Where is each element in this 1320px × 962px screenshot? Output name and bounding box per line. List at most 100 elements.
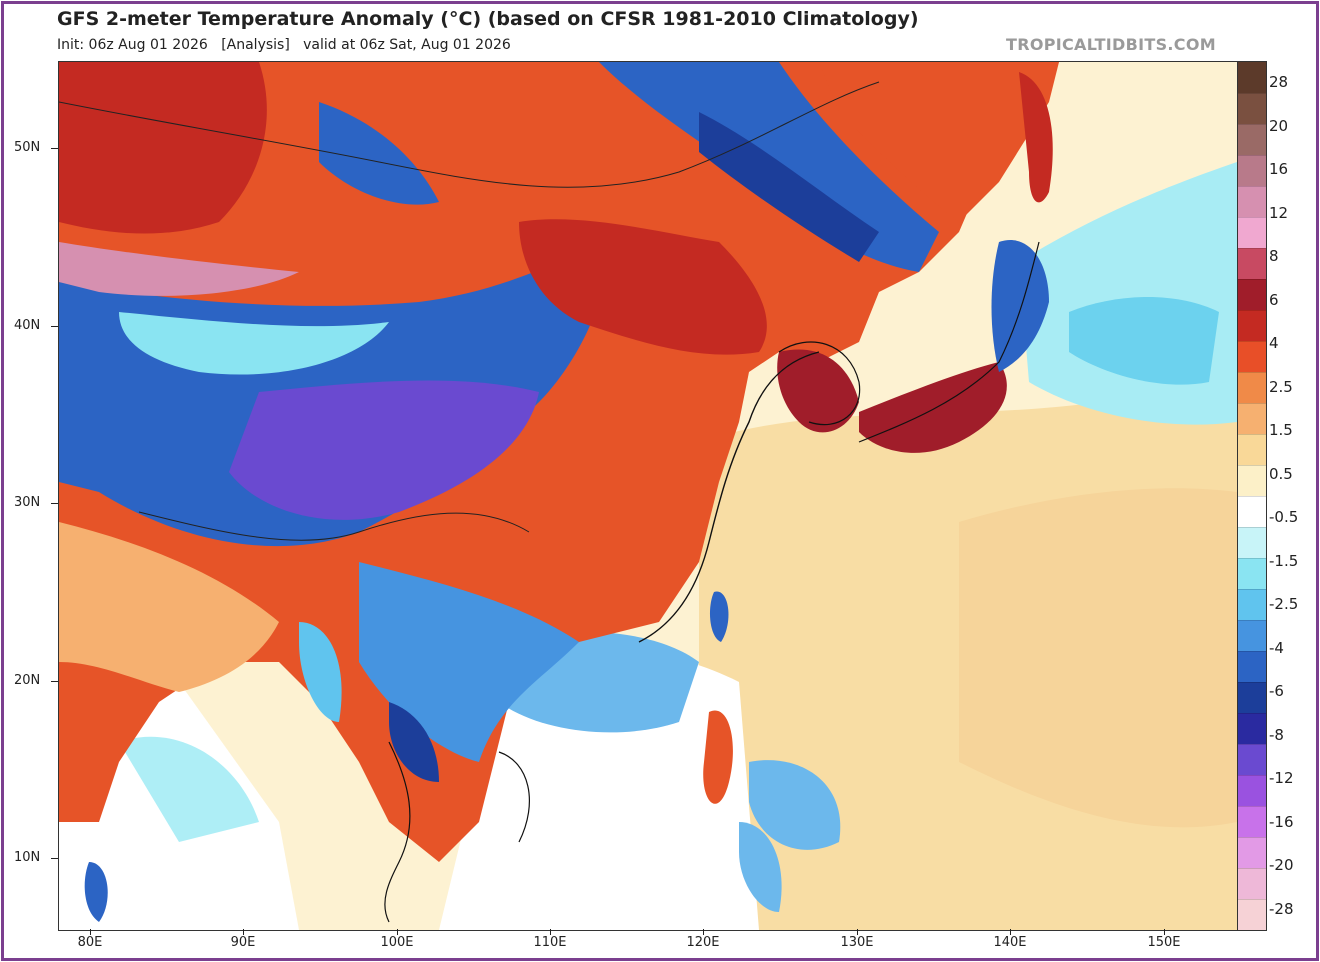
lat-tick-40n [51,326,58,327]
lat-label-30n: 30N [14,495,41,510]
bay-of-bengal-cool [119,736,259,842]
luzon-warm-anomaly [703,710,733,804]
brand-watermark: TROPICALTIDBITS.COM [1006,35,1216,54]
colorbar-swatch [1238,341,1266,372]
colorbar-label: -1.5 [1269,551,1299,570]
ocean-warm-patch [959,488,1237,828]
lon-label-120e: 120E [686,935,720,950]
lat-label-20n: 20N [14,673,41,688]
colorbar-swatch [1238,558,1266,589]
north-china-warm-anomaly [519,219,767,355]
colorbar-swatch [1238,186,1266,217]
colorbar-swatch [1238,806,1266,837]
colorbar-label: 4 [1269,334,1279,352]
mongolia-cold-patch [319,102,439,205]
colorbar-swatch [1238,899,1266,930]
colorbar-swatch [1238,651,1266,682]
lat-label-50n: 50N [14,140,41,155]
colorbar-label: 12 [1269,203,1289,222]
temperature-anomaly-map [58,61,1238,931]
colorbar-label: -28 [1269,899,1294,918]
map-canvas [59,62,1237,930]
colorbar-label: -12 [1269,769,1294,787]
colorbar-label: 0.5 [1269,464,1293,483]
mindanao-cool-anomaly [739,822,782,912]
colorbar-swatch [1238,589,1266,620]
colorbar-swatch [1238,124,1266,155]
lon-label-90e: 90E [230,935,256,950]
indochina-cool-anomaly [359,562,579,762]
korea-warm-anomaly [777,349,859,433]
colorbar-swatch [1238,279,1266,310]
colorbar-label: -2.5 [1269,595,1299,613]
map-subtitle: Init: 06z Aug 01 2026 [Analysis] valid a… [57,37,511,53]
map-title: GFS 2-meter Temperature Anomaly (°C) (ba… [57,8,919,30]
far-east-warm-anomaly [819,62,1059,222]
korea-coastline [778,341,861,426]
lon-tick-150e [1164,929,1165,935]
colorbar-swatch [1238,403,1266,434]
colorbar-label: 28 [1269,73,1289,91]
lon-tick-120e [703,929,704,935]
india-warm-anomaly [59,522,279,692]
colorbar-swatch [1238,868,1266,899]
himalaya-border-line [138,511,530,541]
colorbar-swatch [1238,496,1266,527]
colorbar-swatch [1238,155,1266,186]
colorbar-swatch [1238,248,1266,279]
colorbar-swatch [1238,837,1266,868]
lon-label-130e: 130E [840,935,874,950]
colorbar-swatch [1238,744,1266,775]
colorbar-label: -0.5 [1269,508,1299,526]
myanmar-cool-anomaly [299,622,342,722]
tarim-cool-anomaly [119,312,389,375]
colorbar-swatch [1238,465,1266,496]
lon-label-80e: 80E [77,935,103,950]
lon-tick-140e [1010,929,1011,935]
kazakhstan-strong-warm [59,242,299,296]
japan-warm-anomaly [859,362,1007,453]
taiwan-cold-anomaly [709,591,729,642]
colorbar-swatch [1238,682,1266,713]
lon-label-100e: 100E [380,935,414,950]
colorbar-label: 16 [1269,160,1289,178]
lon-label-110e: 110E [533,935,567,950]
colorbar-swatch [1238,217,1266,248]
colorbar-label: -20 [1269,856,1294,874]
lat-tick-50n [51,148,58,149]
sakhalin-warm-anomaly [1019,72,1053,203]
colorbar-label: -4 [1269,638,1284,657]
colorbar-swatch [1238,93,1266,124]
colorbar-swatch [1238,372,1266,403]
northern-border-line [59,81,880,188]
colorbar-swatch [1238,620,1266,651]
ocean-cool-core [1069,297,1219,385]
laos-cold-core [389,702,439,782]
colorbar-label: 20 [1269,116,1289,135]
colorbar-swatch [1238,713,1266,744]
vietnam-coastline [498,751,530,843]
colorbar-label: -6 [1269,682,1284,700]
lat-tick-10n [51,858,58,859]
lon-tick-80e [90,929,91,935]
colorbar [1237,61,1267,931]
colorbar-swatch [1238,62,1266,93]
lat-label-10n: 10N [14,850,41,865]
tibet-strong-cold-anomaly [229,380,539,520]
colorbar-label: 2.5 [1269,377,1293,396]
lon-tick-130e [857,929,858,935]
lat-label-40n: 40N [14,318,41,333]
lon-tick-100e [397,929,398,935]
indochina-coastline [384,741,411,923]
northwest-warm-anomaly [59,62,267,234]
lat-tick-30n [51,503,58,504]
japan-coastline [858,241,1040,443]
china-coastline [638,351,820,643]
philippine-sea-cool [749,760,841,850]
lat-tick-20n [51,681,58,682]
colorbar-swatch [1238,775,1266,806]
colorbar-label: -8 [1269,725,1284,744]
northern-japan-cold-anomaly [991,240,1049,372]
lon-label-140e: 140E [993,935,1027,950]
colorbar-label: 8 [1269,247,1279,265]
